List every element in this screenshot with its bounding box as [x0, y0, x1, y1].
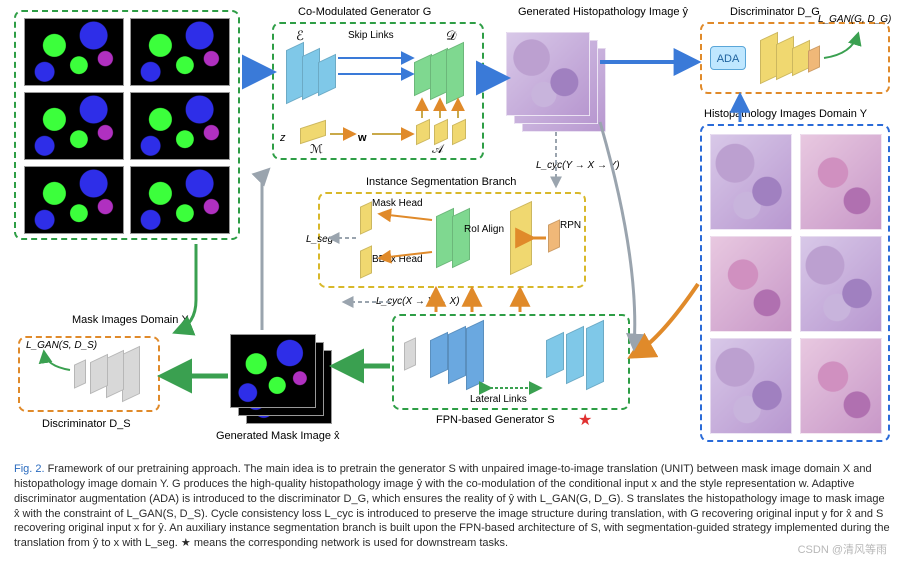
disc-s-plate [106, 350, 124, 398]
mask-tile [130, 166, 230, 234]
roi-plate [452, 208, 470, 268]
lcyc-xyx-label: L_cyc(X → Y → X) [376, 296, 460, 307]
rpn-label: RPN [560, 220, 581, 231]
decoder-plate [446, 42, 464, 104]
ada-block: ADA [710, 46, 746, 70]
bboxhead-plate [360, 245, 372, 279]
mask-tile [24, 92, 124, 160]
lgan-s-label: L_GAN(S, D_S) [26, 340, 97, 351]
M-symbol: ℳ [310, 142, 323, 156]
gen-mask-label: Generated Mask Image x̂ [216, 430, 340, 442]
fpn-feat-plate [510, 201, 532, 275]
w-symbol: w [358, 132, 367, 144]
fpn-topdown-plate [448, 326, 466, 384]
gen-mask-tile [230, 334, 316, 408]
fpn-backbone-plate [586, 320, 604, 390]
disc-s-plate [122, 346, 140, 402]
A-symbol: 𝒜 [432, 142, 443, 157]
mask-tile [130, 92, 230, 160]
histo-tile [710, 236, 792, 332]
z-symbol: z [280, 132, 286, 144]
mask-domain-label: Mask Images Domain X [72, 314, 189, 326]
fpn-topdown-plate [466, 320, 484, 390]
histo-tile [710, 338, 792, 434]
figure-caption-text: Framework of our pretraining approach. T… [14, 463, 890, 549]
histo-tile [710, 134, 792, 230]
disc-g-label: Discriminator D_G [730, 6, 820, 18]
mask-tile [24, 166, 124, 234]
comod-gen-label: Co-Modulated Generator G [298, 6, 431, 18]
gen-histo-tile [506, 32, 590, 116]
histo-tile [800, 134, 882, 230]
maskhead-label: Mask Head [372, 198, 423, 209]
lseg-label: L_seg [306, 234, 333, 245]
watermark: CSDN @清风等雨 [798, 541, 887, 557]
figure-number: Fig. 2. [14, 463, 45, 475]
histo-tile [800, 236, 882, 332]
mask-tile [24, 18, 124, 86]
lgan-g-label: L_GAN(G, D_G) [818, 14, 891, 25]
bboxhead-label: BBox Head [372, 254, 423, 265]
roi-label: RoI Align [464, 224, 504, 235]
fpn-backbone-plate [566, 326, 584, 384]
lateral-label: Lateral Links [470, 394, 527, 405]
fpn-gen-label: FPN-based Generator S [436, 414, 555, 426]
maskhead-plate [360, 201, 372, 235]
rpn-plate [548, 219, 560, 253]
decoder-symbol: 𝒟 [446, 28, 456, 44]
figure-caption: Fig. 2. Framework of our pretraining app… [14, 462, 891, 551]
histo-domain-label: Histopathology Images Domain Y [704, 108, 867, 120]
figure-canvas: /* mask tiles placed below */ Co-Modulat… [0, 0, 905, 460]
fpn-out-plate [404, 337, 416, 371]
skip-links-label: Skip Links [348, 30, 394, 41]
gen-histo-label: Generated Histopathology Image ŷ [518, 6, 668, 18]
lcyc-yxy-label: L_cyc(Y → X → Y) [536, 160, 620, 171]
star-icon: ★ [578, 410, 592, 430]
histo-tile [800, 338, 882, 434]
inst-seg-label: Instance Segmentation Branch [366, 176, 516, 188]
mask-tile [130, 18, 230, 86]
disc-s-label: Discriminator D_S [42, 418, 131, 430]
